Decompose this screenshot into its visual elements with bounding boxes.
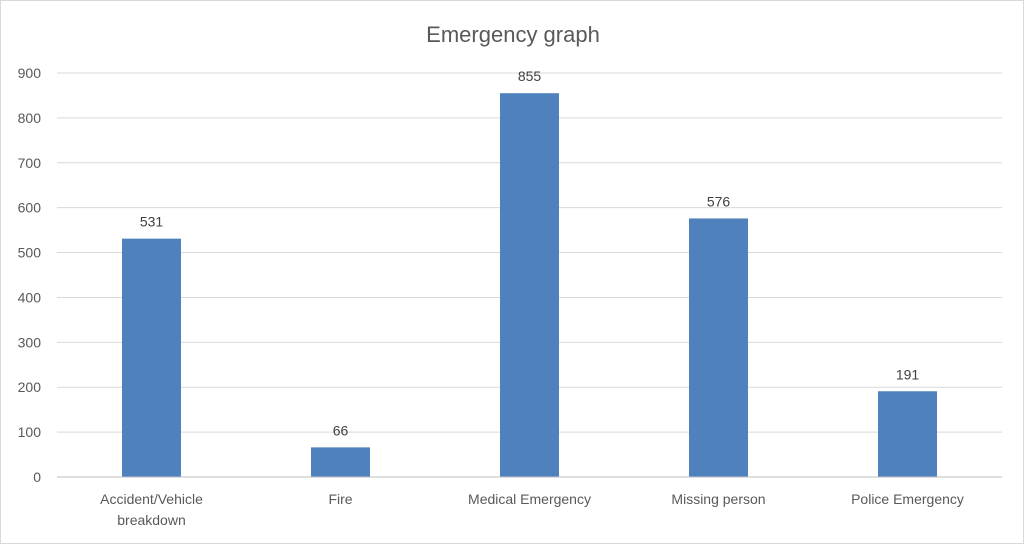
data-labels: 531 66 855 576 191 <box>140 68 920 438</box>
x-axis-categories: Accident/Vehicle breakdown Fire Medical Eme… <box>100 491 964 528</box>
y-tick-label: 200 <box>18 379 42 395</box>
x-category-label: Medical Emergency <box>468 491 591 507</box>
x-category-label: Accident/Vehicle <box>100 491 203 507</box>
data-label: 66 <box>333 422 349 438</box>
bar <box>122 238 181 477</box>
y-tick-label: 300 <box>18 334 42 350</box>
y-tick-label: 100 <box>18 424 42 440</box>
y-axis-ticks: 0 100 200 300 400 500 600 700 800 900 <box>18 65 42 485</box>
y-tick-label: 600 <box>18 200 42 216</box>
data-label: 191 <box>896 366 920 382</box>
chart-title: Emergency graph <box>426 22 600 47</box>
bars <box>122 93 937 477</box>
y-tick-label: 900 <box>18 65 42 81</box>
y-tick-label: 0 <box>33 469 41 485</box>
x-category-label: Police Emergency <box>851 491 964 507</box>
x-category-label: Fire <box>328 491 352 507</box>
y-tick-label: 700 <box>18 155 42 171</box>
bar <box>500 93 559 477</box>
bar <box>878 391 937 477</box>
data-label: 576 <box>707 193 731 209</box>
bar <box>689 218 748 477</box>
x-category-label: breakdown <box>117 512 186 528</box>
bar <box>311 447 370 477</box>
data-label: 531 <box>140 214 164 230</box>
y-tick-label: 500 <box>18 245 42 261</box>
y-tick-label: 800 <box>18 110 42 126</box>
y-tick-label: 400 <box>18 289 42 305</box>
x-category-label: Missing person <box>671 491 765 507</box>
data-label: 855 <box>518 68 542 84</box>
